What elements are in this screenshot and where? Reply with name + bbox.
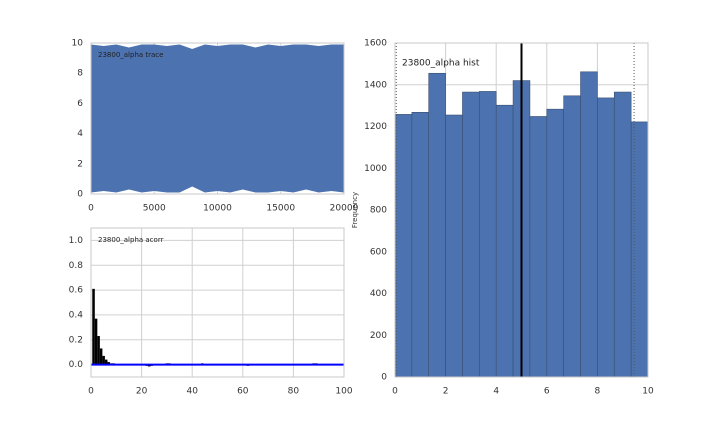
x-tick-label: 0 xyxy=(88,204,94,214)
x-tick-label: 6 xyxy=(544,387,550,397)
bar xyxy=(104,359,108,365)
hist-bar xyxy=(462,91,480,378)
plot-label: 23800_alpha acorr xyxy=(98,236,164,244)
y-tick-label: 6 xyxy=(77,99,83,109)
plot-frame xyxy=(90,227,345,378)
hist-bar xyxy=(597,97,615,378)
bar xyxy=(107,362,110,365)
y-tick-label: 600 xyxy=(370,247,387,257)
y-tick-label: 800 xyxy=(370,206,387,216)
x-tick-label: 100 xyxy=(335,387,352,397)
y-tick-label: 1400 xyxy=(364,80,387,90)
y-tick-label: 10 xyxy=(72,39,84,49)
y-tick-label: 2 xyxy=(77,159,83,169)
x-tick-label: 8 xyxy=(595,387,601,397)
bar xyxy=(94,318,98,365)
hist-bar xyxy=(495,104,514,378)
y-tick-label: 1000 xyxy=(364,164,387,174)
hist-bar xyxy=(529,116,548,378)
bar xyxy=(97,336,100,365)
bar xyxy=(92,288,95,365)
x-tick-label: 40 xyxy=(186,387,198,397)
x-tick-label: 10000 xyxy=(203,204,232,214)
hist-bar xyxy=(613,91,632,378)
x-tick-label: 10 xyxy=(642,387,654,397)
y-tick-label: 0 xyxy=(77,190,83,200)
y-tick-label: 0.6 xyxy=(69,286,84,296)
hist-bar xyxy=(563,95,581,378)
hist-bar xyxy=(580,71,598,378)
hist-bar xyxy=(394,114,413,378)
plot-label: 23800_alpha hist xyxy=(402,59,480,69)
y-axis-label: Frequency xyxy=(351,192,359,228)
x-tick-label: 20000 xyxy=(330,204,359,214)
y-tick-label: 1600 xyxy=(364,39,387,49)
x-tick-label: 4 xyxy=(493,387,499,397)
hist-bar xyxy=(546,108,564,378)
y-tick-label: 8 xyxy=(77,69,83,79)
bar xyxy=(99,348,103,365)
x-tick-label: 0 xyxy=(88,387,94,397)
plot-frame xyxy=(394,42,649,378)
y-tick-label: 1.0 xyxy=(69,236,84,246)
y-tick-label: 0.0 xyxy=(69,360,84,370)
x-tick-label: 80 xyxy=(288,387,300,397)
trace-area xyxy=(91,44,344,193)
y-tick-label: 4 xyxy=(77,129,83,139)
hist-bar xyxy=(411,112,430,378)
plot-label: 23800_alpha trace xyxy=(98,51,163,59)
x-tick-label: 2 xyxy=(443,387,449,397)
hist-bar xyxy=(428,72,446,378)
y-tick-label: 0.8 xyxy=(69,261,84,271)
hist-bar xyxy=(479,91,497,378)
y-tick-label: 0.2 xyxy=(69,335,83,345)
y-tick-label: 0 xyxy=(381,373,387,383)
x-tick-label: 60 xyxy=(237,387,249,397)
plot-frame xyxy=(90,42,345,195)
y-tick-label: 200 xyxy=(370,331,387,341)
y-tick-label: 400 xyxy=(370,289,387,299)
x-tick-label: 15000 xyxy=(266,204,295,214)
x-tick-label: 0 xyxy=(392,387,398,397)
hist-bar xyxy=(445,114,463,378)
plot-area xyxy=(91,228,344,377)
y-tick-label: 1200 xyxy=(364,122,387,132)
bar xyxy=(102,355,105,365)
x-tick-label: 5000 xyxy=(143,204,166,214)
y-tick-label: 0.4 xyxy=(69,310,84,320)
x-tick-label: 20 xyxy=(136,387,148,397)
